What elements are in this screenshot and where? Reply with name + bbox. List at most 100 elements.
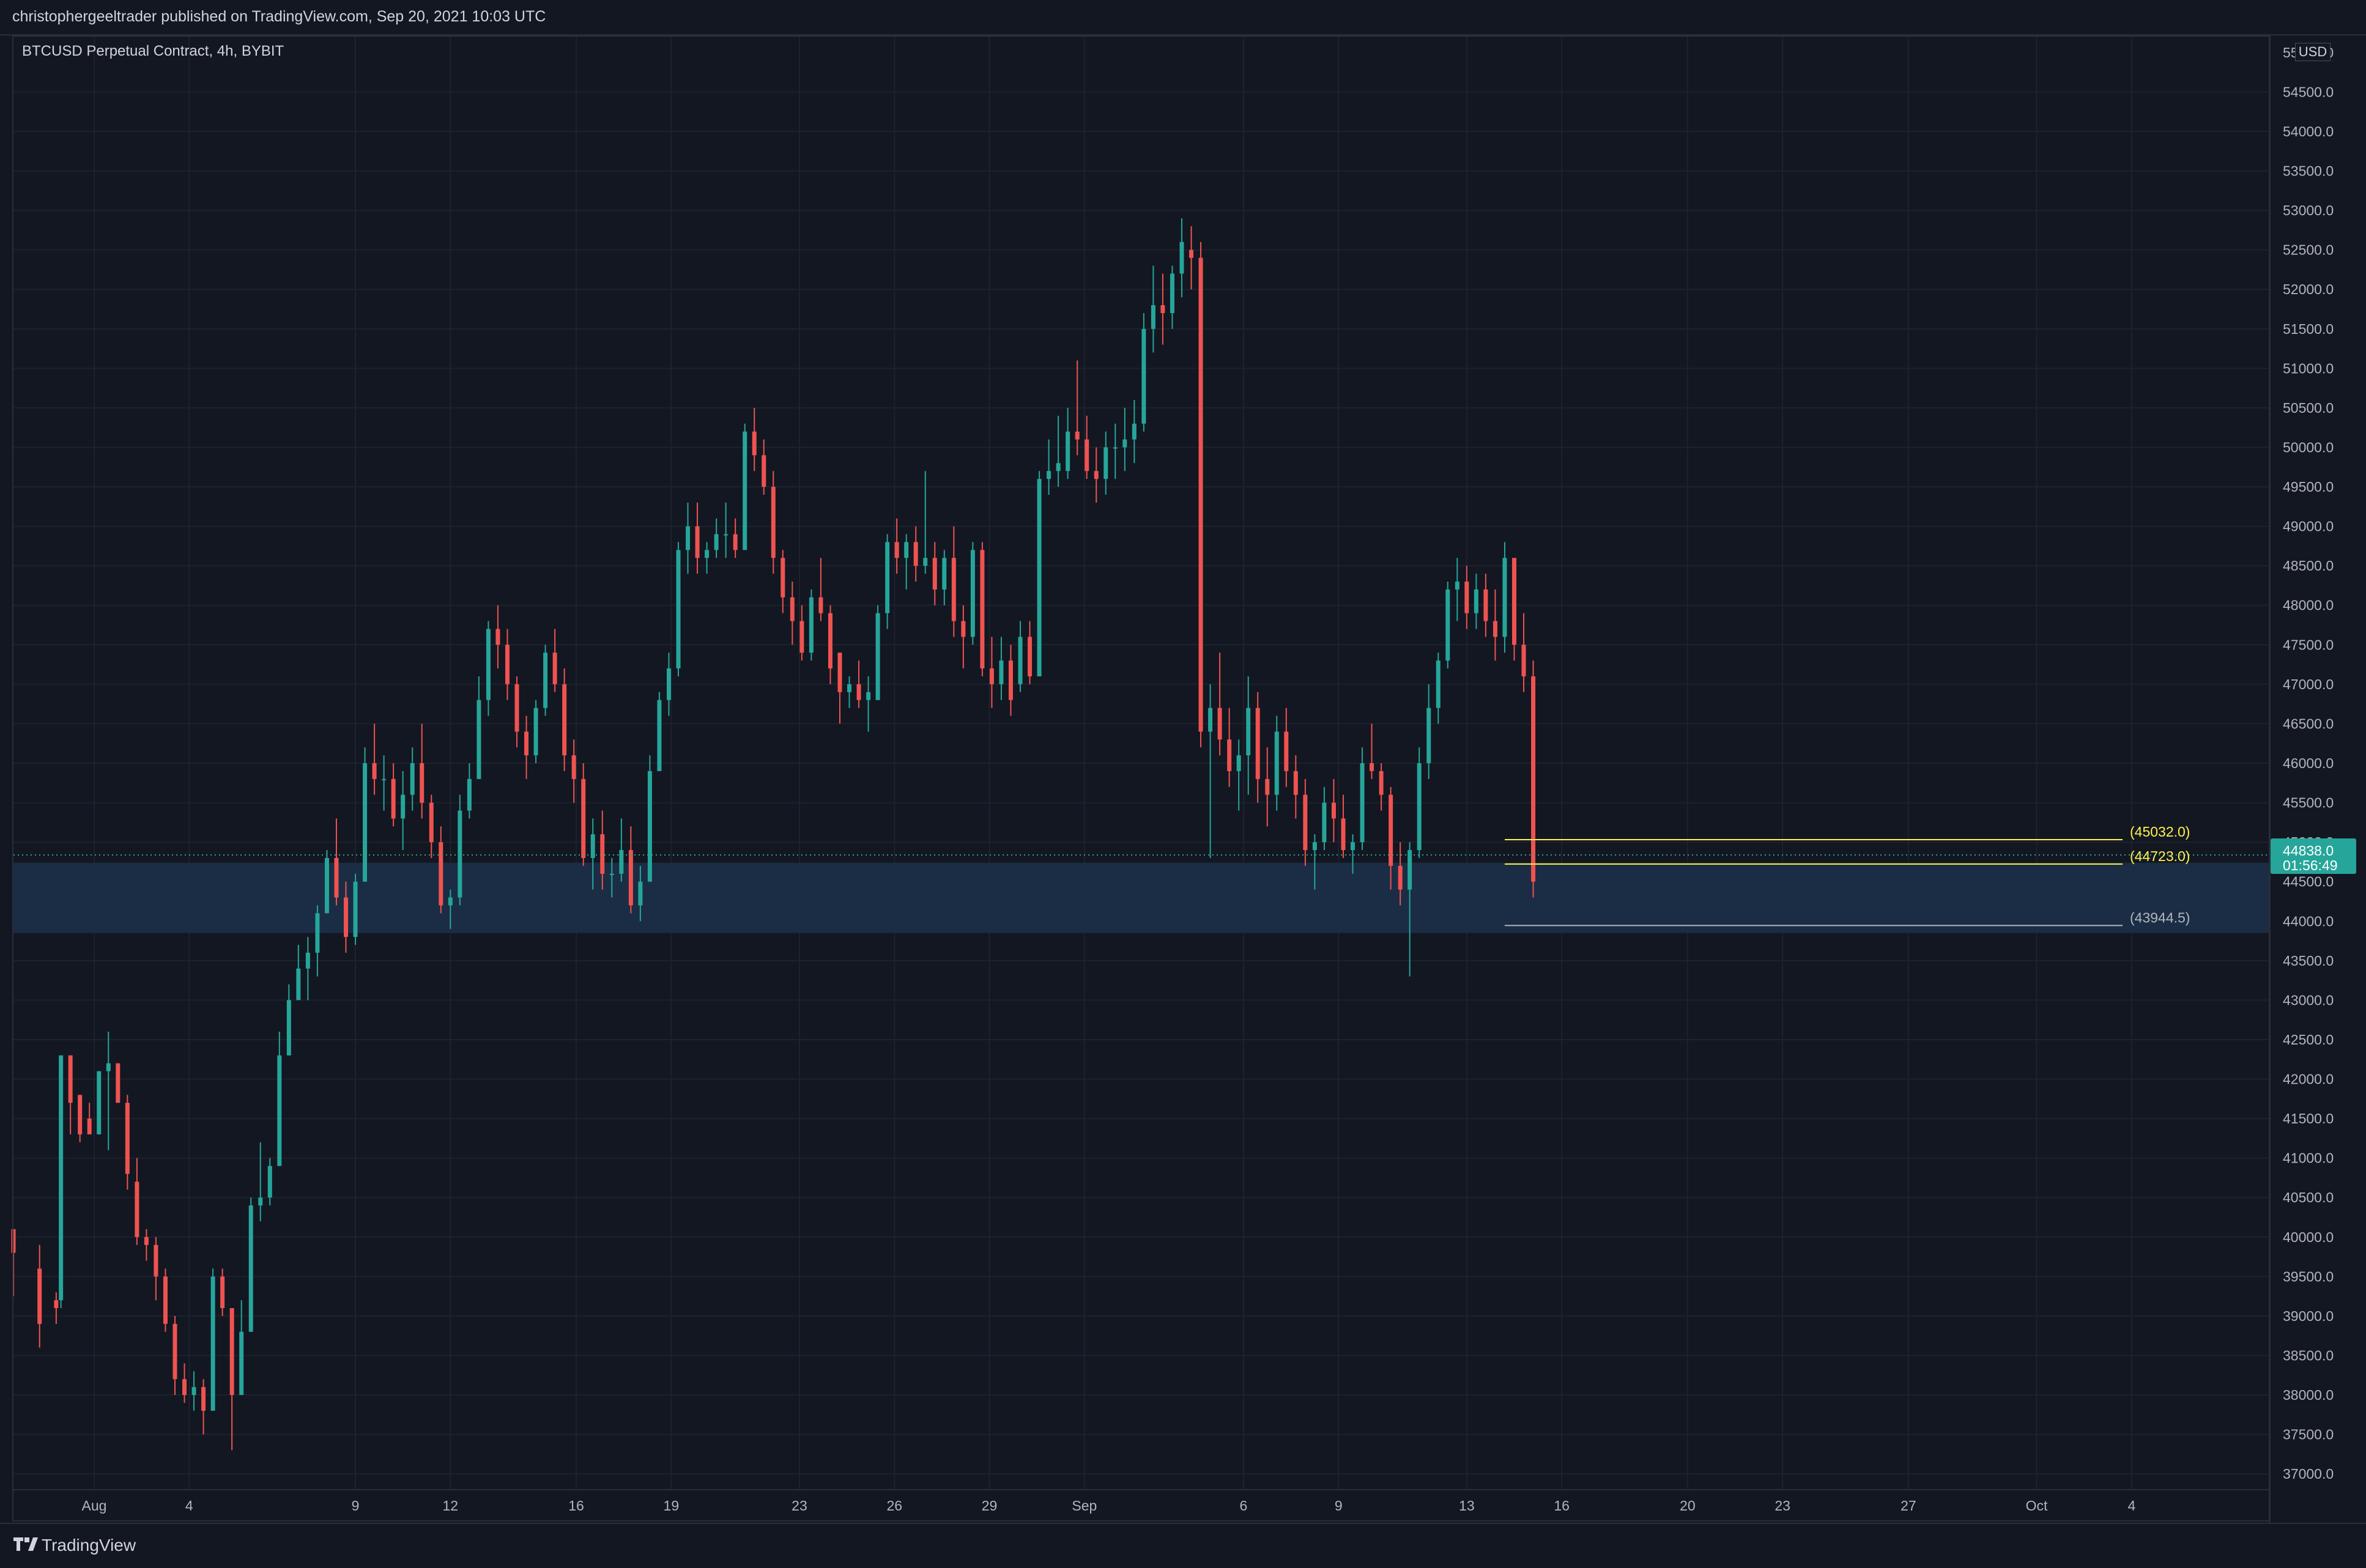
candle-down [628, 850, 633, 906]
candle-down [334, 857, 339, 898]
candle-up [705, 550, 710, 558]
candle-down [913, 542, 918, 566]
candle-up [647, 771, 652, 882]
candle-down [1531, 676, 1536, 882]
candle-down [391, 778, 396, 819]
candle-down [837, 653, 842, 692]
candle-up [1322, 802, 1327, 843]
candle-down [828, 613, 833, 669]
candle-up [267, 1166, 272, 1198]
candle-up [875, 613, 880, 700]
candle-down [1483, 589, 1488, 621]
x-tick-label: 9 [1335, 1498, 1343, 1514]
candle-up [885, 542, 890, 613]
y-tick-label: 38000.0 [2283, 1387, 2334, 1403]
x-tick-label: 23 [792, 1498, 807, 1514]
candle-up [315, 913, 320, 953]
candle-down [154, 1244, 158, 1277]
candle-up [1351, 842, 1355, 851]
candle-down [11, 1229, 16, 1253]
candle-down [1493, 621, 1497, 637]
x-tick-label: 16 [1554, 1498, 1570, 1514]
candle-down [1521, 645, 1526, 676]
candle-up [1141, 328, 1146, 424]
candle-down [1341, 818, 1346, 851]
candle-down [524, 731, 529, 756]
candle-up [382, 778, 387, 780]
y-tick-label: 37500.0 [2283, 1427, 2334, 1443]
y-tick-label: 54000.0 [2283, 124, 2334, 139]
y-tick-label: 44500.0 [2283, 874, 2334, 890]
candle-down [856, 684, 861, 700]
y-tick-label: 49000.0 [2283, 519, 2334, 534]
candle-up [533, 708, 538, 756]
candle-down [429, 802, 434, 843]
candle-up [458, 810, 462, 898]
candle-up [1417, 763, 1422, 851]
candle-down [420, 763, 425, 803]
candle-down [514, 684, 519, 732]
candle-down [1303, 794, 1308, 851]
candle-down [135, 1182, 139, 1237]
candle-down [505, 645, 510, 684]
candle-down [581, 778, 586, 858]
candle-down [1398, 865, 1403, 890]
candle-down [495, 629, 500, 645]
candle-down [790, 597, 795, 621]
candle-up [448, 897, 453, 906]
candle-up [724, 534, 729, 536]
candle-down [894, 542, 899, 558]
candle-up [666, 668, 671, 700]
level-label: (43944.5) [2130, 909, 2190, 925]
candle-up [486, 629, 491, 700]
candle-up [1170, 273, 1174, 313]
y-tick-label: 51500.0 [2283, 321, 2334, 337]
y-tick-label: 38500.0 [2283, 1347, 2334, 1363]
footer-bar [0, 1523, 2366, 1568]
x-tick-label: 27 [1901, 1498, 1916, 1514]
y-tick-label: 41500.0 [2283, 1111, 2334, 1126]
candle-down [1293, 771, 1298, 795]
candle-up [1066, 431, 1070, 472]
candle-up [248, 1205, 253, 1332]
candle-down [932, 558, 937, 590]
y-tick-label: 37000.0 [2283, 1466, 2334, 1482]
y-tick-label: 48500.0 [2283, 558, 2334, 574]
x-tick-label: 26 [886, 1498, 902, 1514]
candle-up [324, 857, 329, 914]
y-tick-label: 53500.0 [2283, 163, 2334, 179]
candle-up [191, 1387, 196, 1396]
candle-down [182, 1379, 187, 1396]
candle-down [1464, 582, 1469, 613]
y-tick-label: 52500.0 [2283, 242, 2334, 258]
y-tick-label: 42000.0 [2283, 1071, 2334, 1087]
candle-down [37, 1268, 42, 1324]
candle-up [1103, 447, 1108, 479]
y-tick-label: 43500.0 [2283, 953, 2334, 969]
candle-up [1122, 439, 1127, 448]
x-tick-label: 19 [664, 1498, 680, 1514]
currency-label[interactable]: USD [2295, 43, 2331, 61]
candle-down [1028, 637, 1033, 676]
candle-up [1455, 582, 1459, 590]
y-tick-label: 45500.0 [2283, 795, 2334, 811]
candle-down [818, 597, 823, 613]
candle-down [78, 1095, 83, 1134]
candle-up [277, 1055, 282, 1166]
candle-up [1474, 589, 1478, 613]
last-price-value: 44838.0 [2283, 843, 2334, 859]
candle-down [54, 1300, 59, 1308]
x-tick-label: Sep [1072, 1498, 1097, 1514]
candle-down [771, 487, 776, 558]
x-tick-label: 6 [1240, 1498, 1248, 1514]
chart-frame [12, 35, 2271, 1522]
y-tick-label: 42500.0 [2283, 1032, 2334, 1048]
candle-down [695, 526, 700, 558]
candle-down [762, 455, 766, 487]
y-tick-label: 44000.0 [2283, 913, 2334, 929]
price-chart[interactable]: (45032.0) (44723.0) (43944.5) 37000.0 37500.… [0, 0, 2366, 1523]
x-tick-label: 9 [352, 1498, 360, 1514]
x-tick-label: Aug [82, 1498, 107, 1514]
candle-down [600, 834, 605, 874]
tradingview-brand: TradingView [42, 1536, 136, 1555]
